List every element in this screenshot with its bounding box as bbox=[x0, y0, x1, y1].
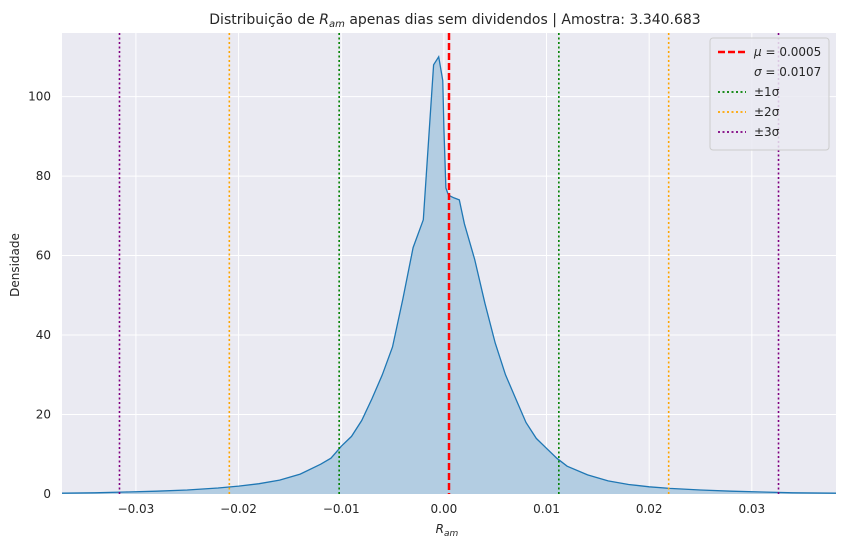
legend-box bbox=[709, 37, 830, 151]
legend-label: ±2σ bbox=[754, 105, 780, 119]
x-axis-label: Ram bbox=[436, 522, 459, 539]
x-tick-label: 0.00 bbox=[431, 502, 458, 516]
y-tick-label: 100 bbox=[28, 90, 51, 104]
x-tick-label: 0.02 bbox=[636, 502, 663, 516]
legend-label: ±3σ bbox=[754, 125, 780, 139]
x-tick-label: −0.03 bbox=[118, 502, 155, 516]
y-tick-label: 40 bbox=[36, 328, 51, 342]
x-tick-label: −0.02 bbox=[220, 502, 257, 516]
legend-label: σ = 0.0107 bbox=[754, 65, 821, 79]
y-tick-label: 60 bbox=[36, 249, 51, 263]
y-tick-label: 20 bbox=[36, 408, 51, 422]
y-axis-label: Densidade bbox=[8, 233, 22, 297]
chart-title: Distribuição de Ram apenas dias sem divi… bbox=[209, 12, 700, 30]
density-line bbox=[61, 55, 837, 494]
legend-label: ±1σ bbox=[754, 85, 780, 99]
legend-label: μ = 0.0005 bbox=[753, 45, 821, 59]
y-tick-label: 80 bbox=[36, 169, 51, 183]
y-tick-label: 0 bbox=[43, 487, 51, 501]
x-tick-label: 0.01 bbox=[533, 502, 560, 516]
legend: μ = 0.0005 σ = 0.0107 ±1σ ±2σ ±3σ bbox=[709, 37, 830, 151]
x-tick-label: 0.03 bbox=[738, 502, 765, 516]
x-tick-label: −0.01 bbox=[323, 502, 360, 516]
